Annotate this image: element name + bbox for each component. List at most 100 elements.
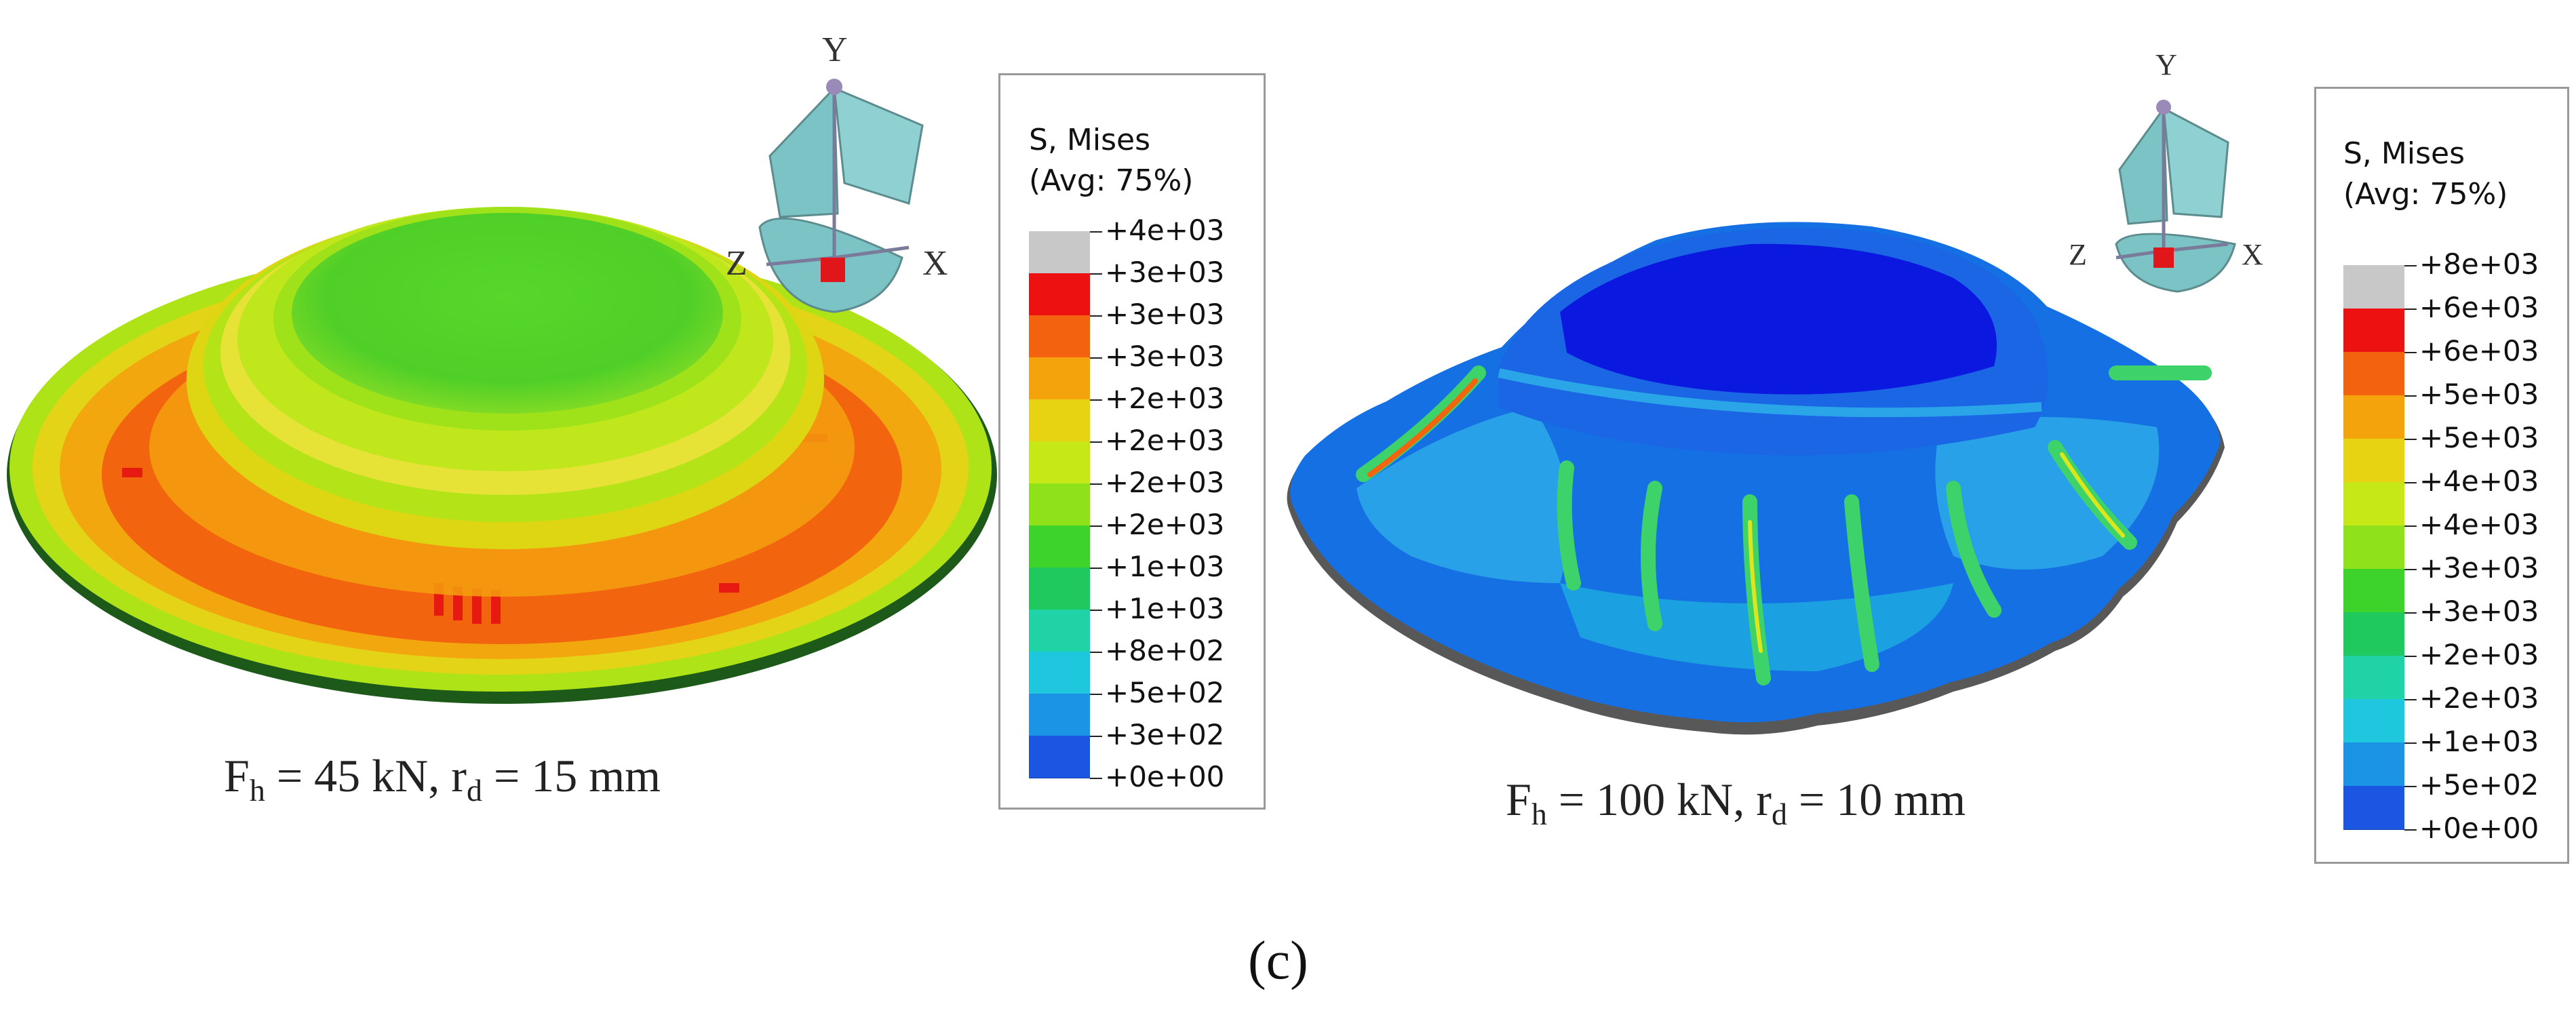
legend-swatch (2343, 569, 2404, 613)
legend-tick (1090, 525, 1102, 527)
legend-tick (2404, 265, 2417, 266)
legend-value-label: +0e+00 (2419, 812, 2539, 845)
legend-swatch (1029, 315, 1090, 358)
legend-tick (2404, 439, 2417, 440)
right-axis-z-label: Z (2069, 238, 2087, 271)
legend-value-label: +2e+03 (1105, 466, 1225, 499)
right-caption: Fh = 100 kN, rd = 10 mm (1506, 774, 1966, 831)
legend-value-label: +2e+03 (2419, 638, 2539, 671)
legend-value-label: +3e+02 (1105, 718, 1225, 751)
legend-tick (1090, 231, 1102, 233)
left-contour-legend: S, Mises (Avg: 75%) +4e+03 +3e+03 +3e+03 +3… (998, 73, 1266, 810)
legend-value-label: +8e+03 (2419, 247, 2539, 281)
legend-tick (1090, 441, 1102, 443)
left-fem-contour-plot (7, 207, 997, 704)
legend-value-label: +3e+03 (2419, 595, 2539, 628)
right-axis-triad: Y X Z (2069, 48, 2263, 293)
legend-value-label: +4e+03 (2419, 508, 2539, 541)
legend-tick (2404, 612, 2417, 614)
legend-swatch (2343, 395, 2404, 439)
legend-tick (2404, 699, 2417, 700)
legend-value-label: +3e+03 (1105, 340, 1225, 373)
legend-value-label: +3e+03 (1105, 256, 1225, 289)
left-dome-top (292, 213, 723, 414)
legend-value-label: +5e+03 (2419, 378, 2539, 411)
legend-value-label: +6e+03 (2419, 334, 2539, 368)
legend-value-label: +5e+02 (1105, 676, 1225, 709)
legend-swatch (1029, 694, 1090, 736)
legend-tick (2404, 829, 2417, 831)
legend-swatch (2343, 742, 2404, 787)
legend-tick (1090, 652, 1102, 653)
right-fem-contour-plot (1287, 222, 2225, 735)
legend-tick (2404, 786, 2417, 787)
legend-title: S, Mises (1029, 123, 1151, 157)
legend-swatch (1029, 568, 1090, 610)
legend-tick (1090, 610, 1102, 611)
legend-value-label: +5e+02 (2419, 768, 2539, 801)
right-axis-y-label: Y (2155, 48, 2177, 81)
legend-swatch (2343, 525, 2404, 570)
right-contour-legend: S, Mises (Avg: 75%) +8e+03 +6e+03 +6e+03 +5… (2314, 87, 2569, 864)
legend-swatch (1029, 399, 1090, 442)
legend-value-label: +3e+03 (1105, 298, 1225, 331)
legend-tick (1090, 315, 1102, 317)
legend-tick (2404, 656, 2417, 657)
legend-value-label: +2e+03 (2419, 681, 2539, 715)
legend-tick (2404, 569, 2417, 570)
legend-tick (1090, 568, 1102, 569)
legend-value-label: +2e+03 (1105, 508, 1225, 541)
legend-swatch (2343, 656, 2404, 700)
legend-swatch (2343, 352, 2404, 396)
legend-swatch (1029, 525, 1090, 568)
panel-label: (c) (1248, 931, 1308, 991)
legend-tick (1090, 357, 1102, 359)
legend-value-label: +1e+03 (2419, 725, 2539, 758)
legend-swatch (2343, 439, 2404, 483)
legend-swatch (1029, 357, 1090, 400)
legend-swatch (1029, 483, 1090, 526)
legend-value-label: +6e+03 (2419, 291, 2539, 324)
legend-title: S, Mises (2343, 136, 2465, 171)
legend-tick (2404, 395, 2417, 397)
legend-subtitle: (Avg: 75%) (2343, 177, 2508, 212)
legend-swatch (1029, 610, 1090, 652)
legend-swatch (2343, 265, 2404, 309)
legend-swatch (2343, 612, 2404, 656)
legend-swatch (1029, 736, 1090, 778)
legend-swatch (1029, 231, 1090, 274)
right-dome-top (1560, 243, 1997, 395)
legend-value-label: +1e+03 (1105, 592, 1225, 625)
legend-swatch (1029, 441, 1090, 484)
left-axis-y-label: Y (822, 31, 848, 69)
legend-tick (2404, 352, 2417, 353)
legend-value-label: +4e+03 (2419, 464, 2539, 498)
right-axis-x-label: X (2242, 238, 2263, 271)
legend-tick (1090, 483, 1102, 485)
left-axis-triad: Y X Z (726, 31, 948, 313)
legend-tick (1090, 273, 1102, 275)
left-axis-z-label: Z (726, 244, 747, 283)
legend-tick (1090, 736, 1102, 737)
legend-tick (2404, 482, 2417, 483)
legend-value-label: +4e+03 (1105, 214, 1225, 247)
legend-value-label: +0e+00 (1105, 760, 1225, 793)
legend-value-label: +8e+02 (1105, 634, 1225, 667)
legend-tick (1090, 399, 1102, 401)
legend-tick (1090, 778, 1102, 779)
legend-tick (2404, 309, 2417, 310)
legend-value-label: +2e+03 (1105, 382, 1225, 415)
legend-tick (2404, 742, 2417, 744)
legend-swatch (2343, 482, 2404, 526)
legend-swatch (1029, 273, 1090, 316)
legend-tick (1090, 694, 1102, 695)
legend-value-label: +2e+03 (1105, 424, 1225, 457)
legend-swatch (2343, 786, 2404, 830)
legend-subtitle: (Avg: 75%) (1029, 163, 1194, 198)
legend-value-label: +1e+03 (1105, 550, 1225, 583)
legend-value-label: +5e+03 (2419, 421, 2539, 454)
legend-value-label: +3e+03 (2419, 551, 2539, 584)
left-axis-x-label: X (922, 244, 948, 283)
legend-swatch (2343, 309, 2404, 353)
legend-tick (2404, 525, 2417, 527)
